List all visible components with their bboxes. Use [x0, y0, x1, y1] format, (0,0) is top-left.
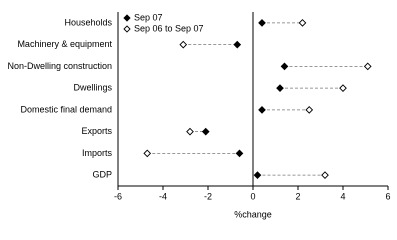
x-tick-label: 0 [250, 191, 255, 201]
dot-marker [258, 19, 266, 27]
legend-label: Sep 07 [134, 12, 163, 22]
dot-marker [143, 149, 152, 158]
category-label: Households [64, 17, 112, 27]
category-label: Machinery & equipment [17, 39, 112, 49]
legend-marker [123, 14, 131, 22]
x-tick-label: 2 [295, 191, 300, 201]
x-tick-label: -6 [114, 191, 122, 201]
x-tick-label: 4 [340, 191, 345, 201]
legend-label: Sep 06 to Sep 07 [134, 23, 204, 33]
x-axis-label: %change [234, 209, 272, 219]
x-tick-label: 6 [385, 191, 390, 201]
dot-marker [280, 62, 289, 71]
dot-marker [253, 171, 262, 179]
dot-marker [339, 84, 347, 92]
category-label: Imports [82, 148, 113, 158]
dot-marker [233, 40, 242, 49]
dot-marker [363, 62, 372, 71]
category-label: Non-Dwelling construction [7, 61, 112, 71]
dot-marker [276, 84, 284, 92]
category-label: GDP [92, 170, 112, 180]
dot-marker [179, 40, 188, 49]
dot-marker [321, 171, 329, 179]
category-label: Domestic final demand [20, 104, 112, 114]
dot-marker [186, 127, 194, 136]
dot-marker [235, 149, 244, 158]
x-tick-label: -2 [204, 191, 212, 201]
category-label: Dwellings [73, 83, 112, 93]
x-tick-label: -4 [159, 191, 167, 201]
dot-marker [305, 106, 314, 114]
chart: %change -6 -4 -2 0 2 4 6 Households Machinery & … [7, 12, 391, 219]
category-label: Exports [81, 126, 112, 136]
dot-marker [298, 19, 307, 27]
dot-marker [201, 127, 210, 136]
dot-marker [258, 106, 266, 114]
legend-marker [123, 25, 131, 33]
